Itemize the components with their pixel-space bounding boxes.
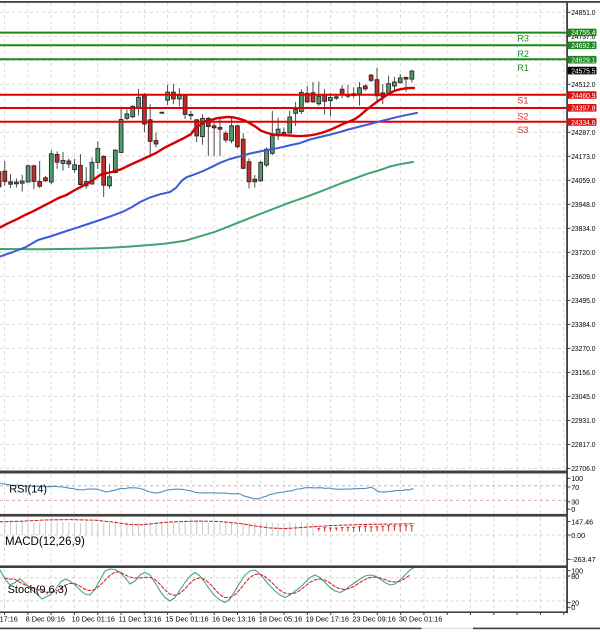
- svg-text:24173.0: 24173.0: [571, 152, 595, 161]
- svg-text:11 Dec 13:16: 11 Dec 13:16: [119, 615, 162, 624]
- svg-text:15 Dec 01:16: 15 Dec 01:16: [165, 615, 208, 624]
- svg-text:100: 100: [571, 566, 583, 575]
- svg-text:24397.8: 24397.8: [571, 104, 595, 113]
- svg-text:R1: R1: [517, 63, 529, 73]
- svg-text:-263.47: -263.47: [571, 555, 595, 564]
- svg-text:80: 80: [571, 572, 579, 581]
- svg-text:S3: S3: [517, 125, 528, 135]
- svg-text:30: 30: [571, 498, 579, 507]
- svg-text:24692.2: 24692.2: [571, 41, 595, 50]
- svg-text:30 Dec 01:16: 30 Dec 01:16: [399, 615, 442, 624]
- svg-text:147.46: 147.46: [571, 517, 593, 526]
- svg-text:22931.0: 22931.0: [571, 416, 595, 425]
- svg-text:20: 20: [571, 598, 579, 607]
- svg-text:16 Dec 13:16: 16 Dec 13:16: [212, 615, 255, 624]
- svg-text:8 Dec 09:16: 8 Dec 09:16: [26, 615, 65, 624]
- svg-text:17:16: 17:16: [0, 615, 18, 624]
- svg-text:24629.1: 24629.1: [571, 56, 595, 65]
- svg-text:24287.0: 24287.0: [571, 128, 595, 137]
- svg-text:23045.0: 23045.0: [571, 392, 595, 401]
- svg-text:23948.0: 23948.0: [571, 200, 595, 209]
- svg-text:24059.0: 24059.0: [571, 176, 595, 185]
- svg-text:RSI(14): RSI(14): [9, 484, 47, 496]
- svg-text:0: 0: [571, 505, 575, 514]
- svg-text:23834.0: 23834.0: [571, 224, 595, 233]
- svg-text:23495.0: 23495.0: [571, 296, 595, 305]
- svg-text:100: 100: [571, 474, 583, 483]
- svg-text:23 Dec 09:16: 23 Dec 09:16: [352, 615, 395, 624]
- svg-text:24737.0: 24737.0: [571, 32, 595, 41]
- svg-text:24460.9: 24460.9: [571, 91, 595, 100]
- svg-text:24334.6: 24334.6: [571, 118, 595, 127]
- svg-text:70: 70: [571, 483, 579, 492]
- svg-text:R3: R3: [517, 34, 529, 44]
- svg-text:S1: S1: [517, 96, 528, 106]
- svg-text:24575.5: 24575.5: [571, 66, 595, 75]
- svg-text:22706.0: 22706.0: [571, 464, 595, 473]
- svg-text:10 Dec 01:16: 10 Dec 01:16: [72, 615, 115, 624]
- svg-text:0: 0: [571, 603, 575, 612]
- svg-text:24512.0: 24512.0: [571, 80, 595, 89]
- svg-text:23156.0: 23156.0: [571, 368, 595, 377]
- svg-text:23384.0: 23384.0: [571, 320, 595, 329]
- svg-text:23720.0: 23720.0: [571, 248, 595, 257]
- svg-text:0.00: 0.00: [571, 531, 585, 540]
- svg-text:19 Dec 17:16: 19 Dec 17:16: [306, 615, 349, 624]
- svg-text:MACD(12,26,9): MACD(12,26,9): [5, 536, 85, 548]
- svg-text:22817.0: 22817.0: [571, 440, 595, 449]
- svg-text:24851.0: 24851.0: [571, 8, 595, 17]
- svg-text:Stoch(9,6,3): Stoch(9,6,3): [8, 584, 68, 596]
- svg-text:23270.0: 23270.0: [571, 344, 595, 353]
- svg-text:S2: S2: [517, 111, 528, 121]
- svg-text:18 Dec 05:16: 18 Dec 05:16: [259, 615, 302, 624]
- svg-text:R2: R2: [517, 49, 529, 59]
- svg-text:24755.4: 24755.4: [571, 28, 595, 37]
- svg-text:23609.0: 23609.0: [571, 272, 595, 281]
